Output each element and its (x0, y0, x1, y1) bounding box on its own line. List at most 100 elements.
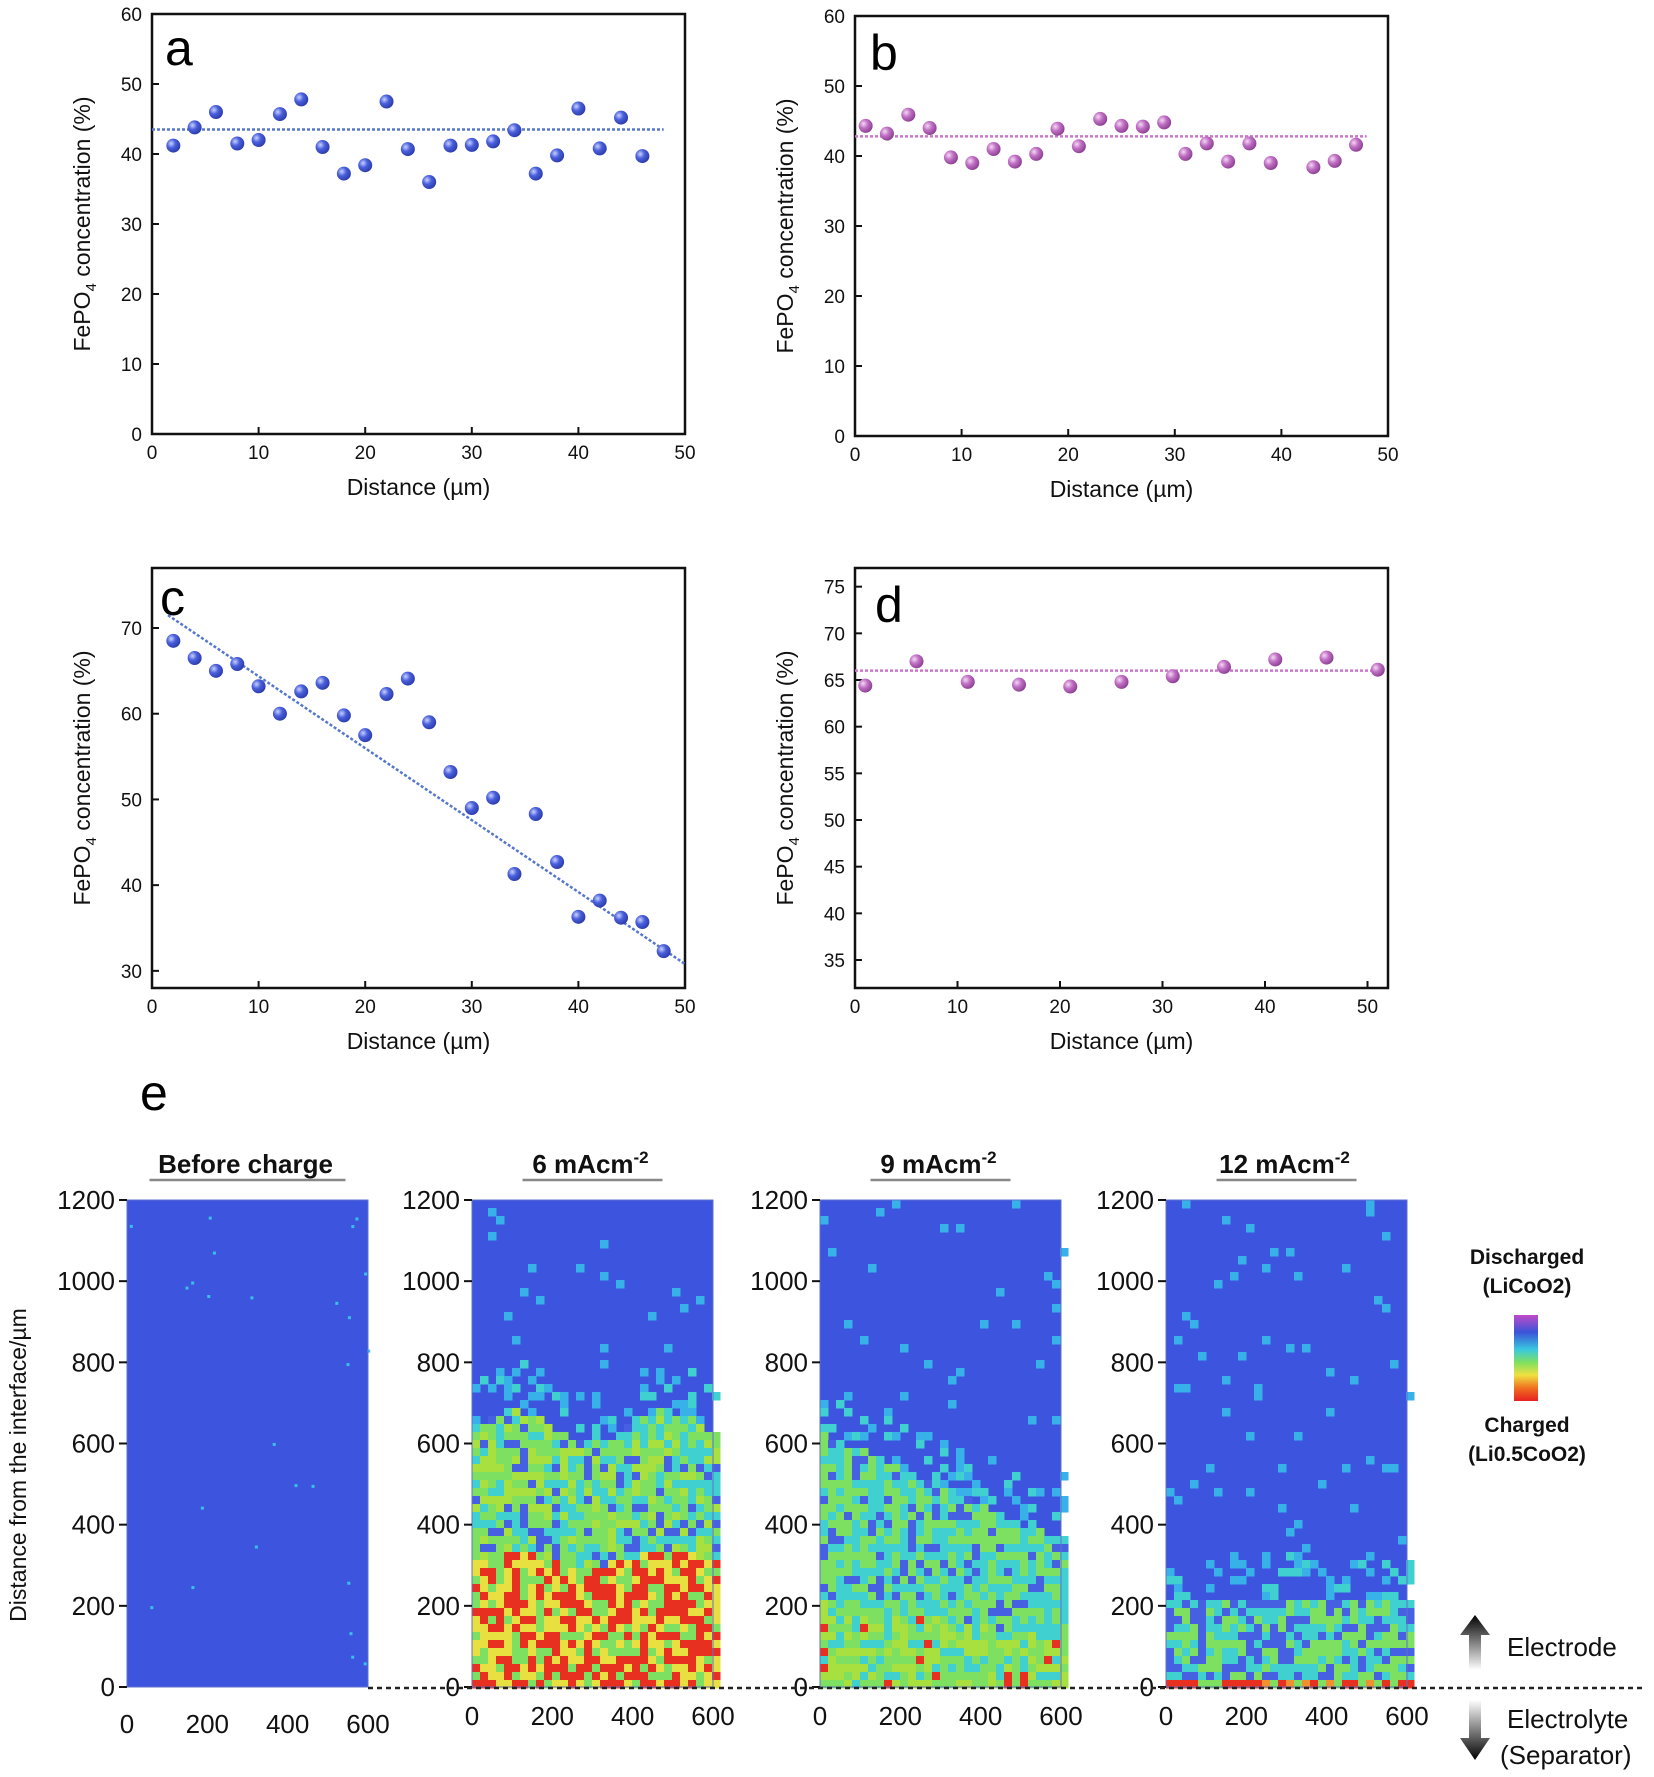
heatmap-cell (592, 1576, 601, 1585)
heatmap-cell (512, 1448, 521, 1457)
heatmap-cell (496, 1536, 505, 1545)
heatmap-cell (964, 1624, 973, 1633)
heatmap-cell (948, 1600, 957, 1609)
heatmap-cell (520, 1480, 529, 1489)
data-point (251, 679, 266, 694)
y-tick-label: 40 (824, 904, 845, 925)
heatmap-cell (852, 1456, 861, 1465)
heatmap-cell (1020, 1600, 1029, 1609)
heatmap-cell (1004, 1680, 1013, 1689)
heatmap-cell (1028, 1536, 1037, 1545)
heatmap-cell (1318, 1640, 1327, 1649)
heatmap-cell (1238, 1576, 1247, 1585)
heatmap-cell (868, 1664, 877, 1673)
heatmap-cell (648, 1312, 657, 1321)
heatmap-cell (1004, 1664, 1013, 1673)
heatmap-cell (520, 1656, 529, 1665)
y-tick-label: 60 (121, 5, 142, 26)
heatmap-cell (656, 1568, 665, 1577)
heatmap-cell (956, 1368, 965, 1377)
heatmap-cell (480, 1480, 489, 1489)
heatmap-cell (608, 1488, 617, 1497)
heatmap-cell (520, 1416, 529, 1425)
heatmap-cell (828, 1528, 837, 1537)
heatmap-cell (844, 1320, 853, 1329)
heatmap-cell (584, 1520, 593, 1529)
heatmap-cell (1366, 1656, 1375, 1665)
heatmap-cell (576, 1488, 585, 1497)
heatmap-cell (472, 1384, 481, 1393)
heatmap-cell (568, 1608, 577, 1617)
heatmap-cell (1206, 1656, 1215, 1665)
x-tick-label: 10 (947, 997, 968, 1018)
heatmap-cell (1028, 1488, 1037, 1497)
heatmap-cell (592, 1592, 601, 1601)
heatmap-cell (480, 1640, 489, 1649)
heatmap-cell (1262, 1600, 1271, 1609)
heatmap-cell (592, 1392, 601, 1401)
heatmap-cell (980, 1520, 989, 1529)
heatmap-cell (844, 1592, 853, 1601)
heatmap-cell (1044, 1640, 1053, 1649)
heatmap-cell (1052, 1568, 1061, 1577)
heatmap-cell (1358, 1648, 1367, 1657)
heatmap-cell (972, 1656, 981, 1665)
heatmap-cell (972, 1568, 981, 1577)
heatmap-cell (844, 1448, 853, 1457)
heatmap-cell (632, 1480, 641, 1489)
heatmap-cell (884, 1536, 893, 1545)
heatmap-cell (512, 1640, 521, 1649)
heatmap-cell (616, 1512, 625, 1521)
heatmap-cell (1254, 1648, 1263, 1657)
heatmap-cell (624, 1608, 633, 1617)
heatmap-cell (672, 1648, 681, 1657)
heatmap-cell (988, 1456, 997, 1465)
heatmap-cell (600, 1640, 609, 1649)
heatmap-cell (972, 1480, 981, 1489)
heatmap-cell (924, 1576, 933, 1585)
heatmap-cell (1028, 1656, 1037, 1665)
panel-e-label: e (140, 1065, 168, 1121)
heatmap-cell (536, 1592, 545, 1601)
heatmap-cell (1302, 1664, 1311, 1673)
heatmap-cell (632, 1568, 641, 1577)
heatmap-cell (1374, 1592, 1383, 1601)
heatmap-cell (584, 1568, 593, 1577)
heatmap-cell (512, 1456, 521, 1465)
heatmap-cell (712, 1680, 721, 1689)
heatmap-cell (696, 1424, 705, 1433)
heatmap-cell (504, 1520, 513, 1529)
heatmap-cell (1390, 1624, 1399, 1633)
heatmap-cell (860, 1536, 869, 1545)
heatmap-cell (940, 1584, 949, 1593)
heatmap-cell (820, 1448, 829, 1457)
heatmap-cell (504, 1480, 513, 1489)
heatmap-cell (932, 1488, 941, 1497)
heatmap-cell (932, 1616, 941, 1625)
heatmap-cell (844, 1656, 853, 1665)
heatmap-cell (1206, 1648, 1215, 1657)
heatmap-cell (1246, 1224, 1255, 1233)
heatmap-cell (632, 1608, 641, 1617)
heatmap-cell (712, 1536, 721, 1545)
heatmap-cell (1004, 1592, 1013, 1601)
heatmap-cell (876, 1456, 885, 1465)
heatmap-cell (640, 1664, 649, 1673)
heatmap-cell (656, 1488, 665, 1497)
heatmap-cell (472, 1544, 481, 1553)
heatmap-cell (496, 1440, 505, 1449)
heatmap-cell (900, 1672, 909, 1681)
heatmap-cell (616, 1488, 625, 1497)
heatmap-cell (828, 1664, 837, 1673)
heatmap-cell (1174, 1608, 1183, 1617)
heatmap-cell (1382, 1624, 1391, 1633)
heatmap-cell (472, 1680, 481, 1689)
heatmap-cell (608, 1424, 617, 1433)
heatmap-cell (1334, 1616, 1343, 1625)
x-tick-label: 30 (1164, 445, 1185, 466)
heatmap-cell (712, 1392, 721, 1401)
heatmap-cell (680, 1424, 689, 1433)
heatmap-cell (1028, 1504, 1037, 1513)
heatmap-cell (488, 1576, 497, 1585)
